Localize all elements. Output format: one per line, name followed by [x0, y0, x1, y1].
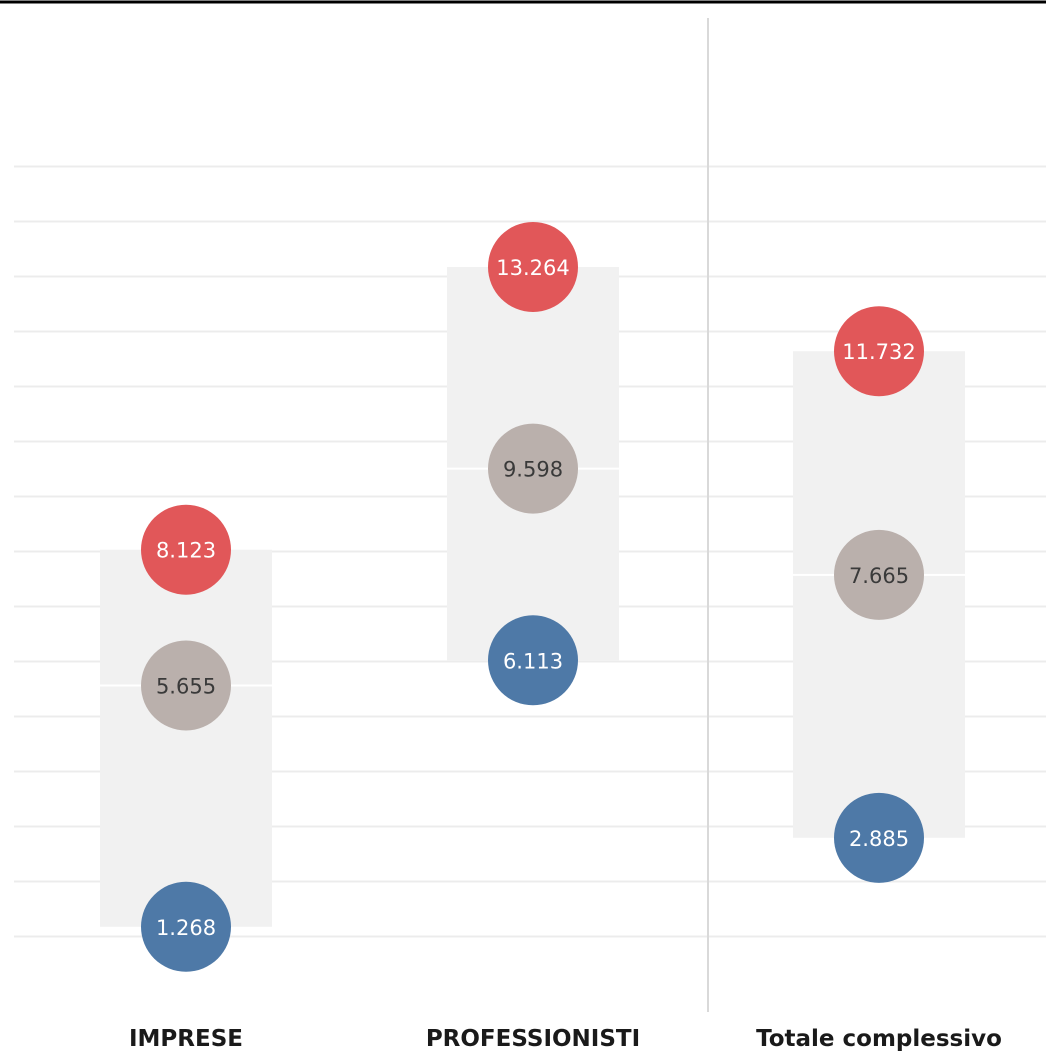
range-band: [100, 549, 272, 927]
dot-value-label: 5.655: [156, 674, 216, 698]
dot-value-label: 2.885: [849, 827, 909, 851]
dot-marker: [834, 306, 924, 397]
category-labels: IMPRESE PROFESSIONISTI Totale complessiv…: [129, 1026, 1002, 1052]
category-label-professionisti: PROFESSIONISTI: [426, 1026, 640, 1052]
dot-value-label: 6.113: [503, 649, 563, 673]
category-label-totale: Totale complessivo: [756, 1026, 1002, 1052]
dot-value-label: 7.665: [849, 564, 909, 588]
dot-marker: [141, 640, 231, 731]
dot-marker: [141, 881, 231, 972]
dot-marker: [834, 529, 924, 620]
dot-value-label: 8.123: [156, 539, 216, 563]
dot-marker: [488, 615, 578, 706]
dot-marker: [141, 504, 231, 595]
dot-marker: [834, 792, 924, 883]
dot-marker: [488, 423, 578, 514]
dot-value-label: 1.268: [156, 916, 216, 940]
category-label-imprese: IMPRESE: [129, 1026, 243, 1052]
dot-value-label: 9.598: [503, 458, 563, 482]
dot-markers: 8.123 13.264 11.732 5.655 9.598 7.665 1.268 6.1…: [141, 221, 924, 972]
dot-marker: [488, 221, 578, 312]
dot-value-label: 11.732: [842, 340, 915, 364]
dot-value-label: 13.264: [496, 256, 569, 280]
